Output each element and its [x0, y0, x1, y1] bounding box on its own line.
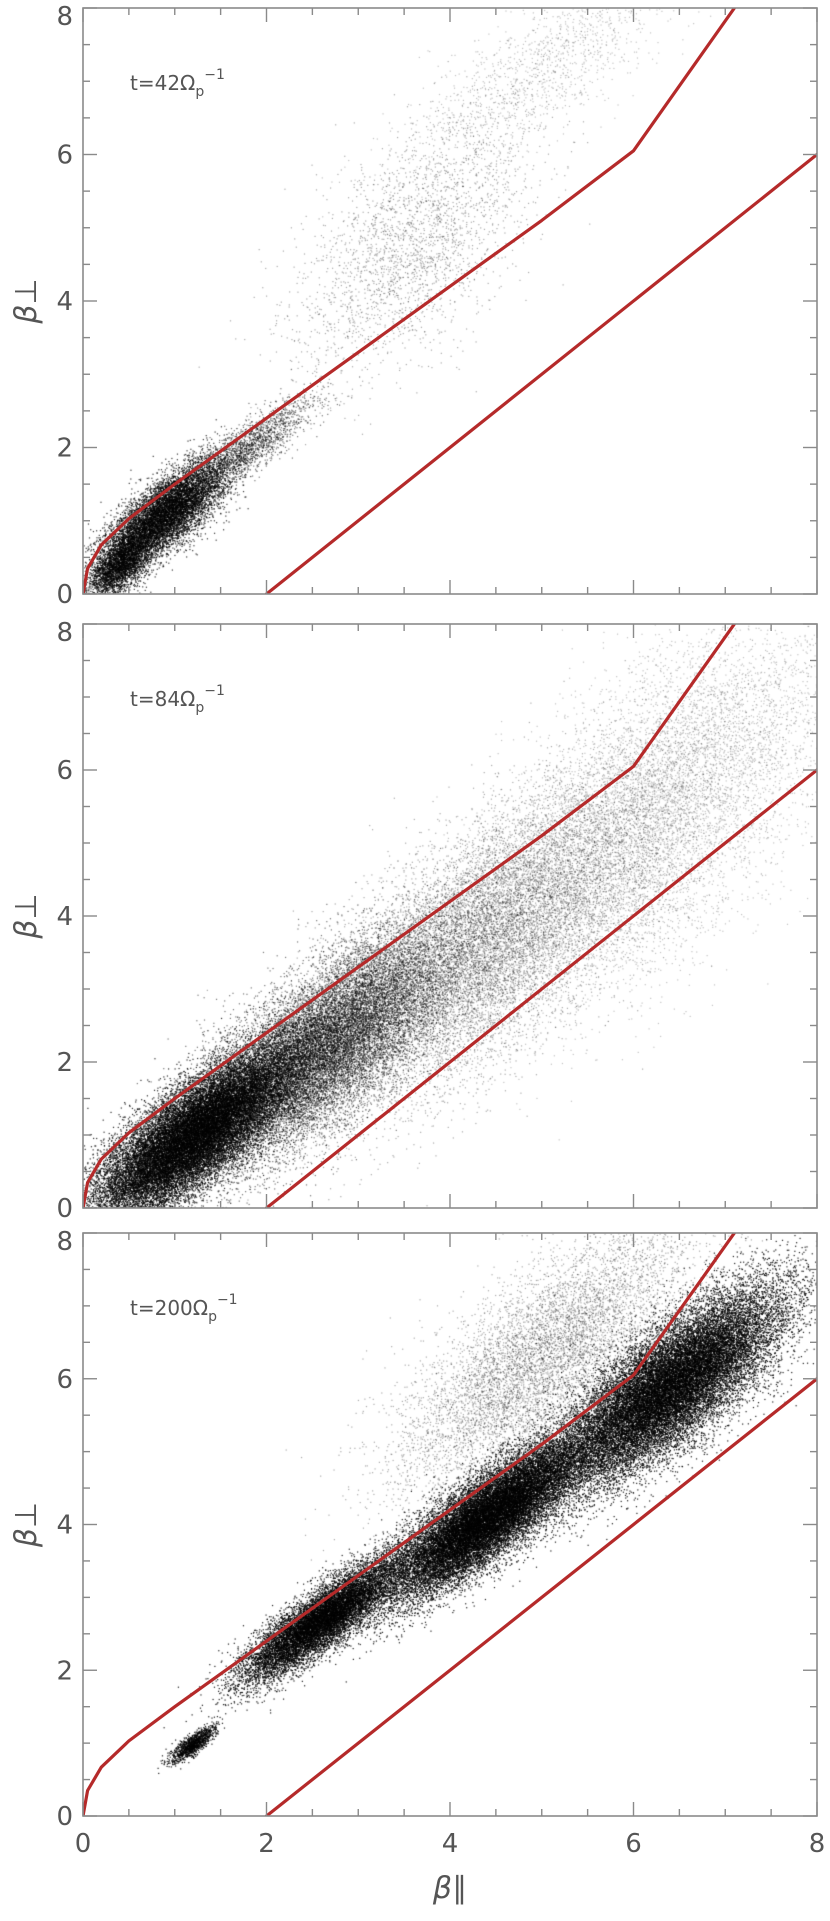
- panel-2: 0 2 4 6 8 β⊥ t=84Ωp−1: [9, 618, 818, 1224]
- time-annotation: t=42Ωp−1: [130, 67, 225, 100]
- time-annotation: t=200Ωp−1: [130, 1292, 238, 1325]
- y-tick-label: 2: [56, 1656, 73, 1686]
- y-axis-label: β⊥: [9, 1502, 44, 1548]
- threshold-curve-1-1: [83, 8, 736, 594]
- y-tick-label: 6: [56, 141, 73, 171]
- particle-scatter-1: [83, 8, 817, 594]
- threshold-curve-3-2: [264, 1377, 817, 1816]
- threshold-curve-1-2: [264, 152, 817, 594]
- particle-scatter-3: [83, 1233, 817, 1816]
- y-tick-label: 8: [56, 2, 73, 32]
- y-tick-label: 0: [56, 580, 73, 610]
- threshold-curve-2-2: [264, 768, 817, 1208]
- y-tick-label: 8: [56, 618, 73, 648]
- x-axis-label: β∥: [432, 1871, 467, 1906]
- y-axis-label: β⊥: [9, 893, 44, 939]
- x-tick-label: 6: [625, 1829, 642, 1859]
- threshold-curve-2-1: [83, 624, 736, 1208]
- y-tick-label: 0: [56, 1802, 73, 1832]
- x-tick-label: 2: [258, 1829, 275, 1859]
- x-tick-label: 0: [75, 1829, 92, 1859]
- time-annotation: t=84Ωp−1: [130, 683, 225, 716]
- y-axis-label: β⊥: [9, 278, 44, 324]
- panel-1: 0 2 4 6 8 β⊥ t=42Ωp−1: [9, 2, 818, 610]
- y-tick-label: 0: [56, 1194, 73, 1224]
- y-tick-label: 4: [56, 902, 73, 932]
- y-tick-label: 6: [56, 1365, 73, 1395]
- y-tick-label: 4: [56, 1511, 73, 1541]
- y-tick-label: 4: [56, 287, 73, 317]
- x-tick-label: 4: [442, 1829, 459, 1859]
- x-tick-label: 8: [809, 1829, 826, 1859]
- panel-3: 0 2 4 6 8 0 2 4 6 8 β⊥ β∥ t=200Ωp−1: [9, 1227, 825, 1906]
- particle-scatter-2: [83, 624, 817, 1208]
- y-tick-label: 2: [56, 434, 73, 464]
- threshold-curve-3-1: [83, 1233, 736, 1816]
- y-tick-label: 2: [56, 1048, 73, 1078]
- y-tick-label: 6: [56, 756, 73, 786]
- y-tick-label: 8: [56, 1227, 73, 1257]
